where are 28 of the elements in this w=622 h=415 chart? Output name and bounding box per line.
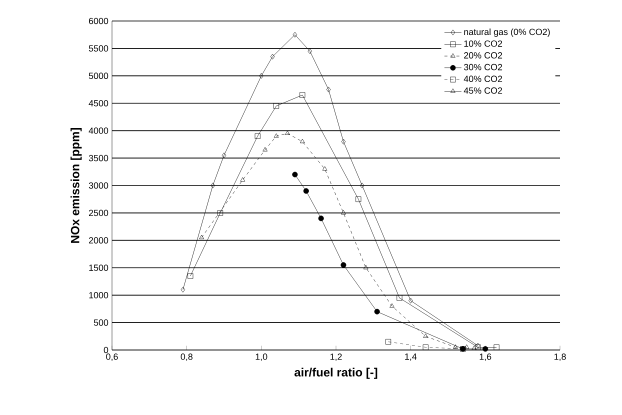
y-tick-label: 4500 — [88, 100, 108, 106]
x-tick-label: 1,2 — [330, 354, 342, 361]
legend-label: natural gas (0% CO2) — [464, 28, 550, 37]
y-tick-label: 0 — [104, 346, 108, 354]
x-tick-label: 1,4 — [405, 354, 417, 361]
x-tick-label: 1,6 — [480, 354, 492, 361]
x-tick-label: 0,8 — [180, 354, 193, 361]
legend-label: 45% CO2 — [464, 87, 502, 94]
y-tick-label: 1500 — [89, 264, 108, 271]
legend-label: 30% CO2 — [464, 64, 502, 70]
legend-label: 10% CO2 — [464, 40, 502, 47]
y-tick-label: 1000 — [89, 292, 108, 298]
x-tick-label: 1,8 — [554, 354, 566, 361]
y-tick-label: 5000 — [88, 72, 108, 80]
y-tick-label: 6000 — [88, 18, 108, 24]
x-axis-title: air/fuel ratio [-] — [294, 368, 378, 379]
y-axis-title: NOx emission [ppm] — [70, 128, 82, 243]
x-tick-label: 1,0 — [256, 354, 268, 361]
y-tick-label: 2000 — [88, 237, 108, 244]
y-tick-label: 3500 — [88, 154, 108, 162]
y-tick-label: 4000 — [88, 127, 108, 134]
legend-label: 20% CO2 — [464, 52, 502, 59]
x-tick-label: 0,6 — [106, 354, 118, 361]
legend-label: 40% CO2 — [464, 76, 502, 82]
y-tick-label: 500 — [94, 319, 108, 326]
y-tick-label: 2500 — [88, 210, 108, 216]
y-tick-label: 5500 — [88, 45, 108, 52]
y-tick-label: 3000 — [88, 182, 108, 189]
